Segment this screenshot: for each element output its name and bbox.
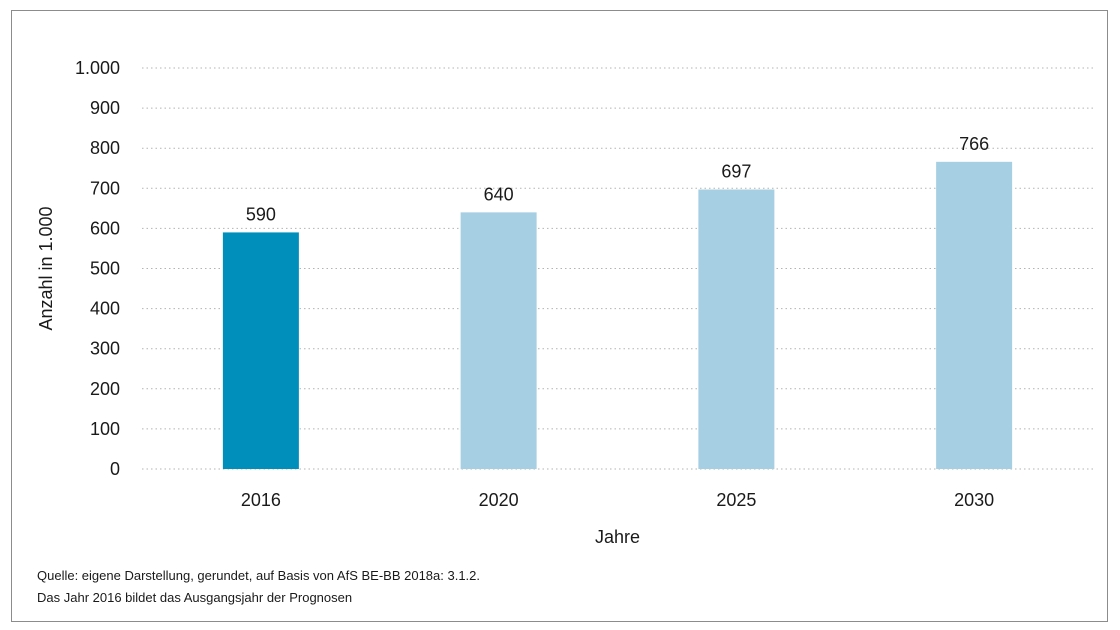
bars (222, 161, 1013, 470)
bar-2016 (222, 232, 299, 469)
x-tick-label-2025: 2025 (716, 490, 756, 510)
x-tick-label-2020: 2020 (479, 490, 519, 510)
data-label-2020: 640 (484, 184, 514, 204)
remark-note: Das Jahr 2016 bildet das Ausgangsjahr de… (37, 590, 353, 605)
y-tick-label-300: 300 (90, 339, 120, 359)
y-tick-label-0: 0 (110, 459, 120, 479)
source-note: Quelle: eigene Darstellung, gerundet, au… (37, 568, 481, 583)
y-axis-ticks: 0 100 200 300 400 500 600 700 800 900 1.000 (75, 58, 120, 479)
grid-lines (142, 67, 1093, 470)
y-tick-label-100: 100 (90, 419, 120, 439)
bar-2020 (460, 212, 537, 470)
y-tick-label-600: 600 (90, 218, 120, 238)
bar-2025 (698, 189, 775, 470)
x-tick-label-2016: 2016 (241, 490, 281, 510)
y-tick-label-500: 500 (90, 259, 120, 279)
x-tick-label-2030: 2030 (954, 490, 994, 510)
y-tick-label-900: 900 (90, 98, 120, 118)
y-tick-label-200: 200 (90, 379, 120, 399)
data-labels: 590 640 697 766 (246, 134, 989, 225)
y-tick-label-700: 700 (90, 178, 120, 198)
x-axis-ticks: 2016 2020 2025 2030 (241, 490, 994, 510)
data-label-2025: 697 (721, 162, 751, 182)
y-axis-label: Anzahl in 1.000 (36, 206, 56, 330)
y-tick-label-1000: 1.000 (75, 58, 120, 78)
data-label-2030: 766 (959, 134, 989, 154)
bar-2030 (936, 161, 1013, 470)
x-axis-label: Jahre (595, 527, 640, 547)
y-tick-label-800: 800 (90, 138, 120, 158)
y-tick-label-400: 400 (90, 299, 120, 319)
chart-frame (11, 10, 1108, 622)
data-label-2016: 590 (246, 204, 276, 224)
